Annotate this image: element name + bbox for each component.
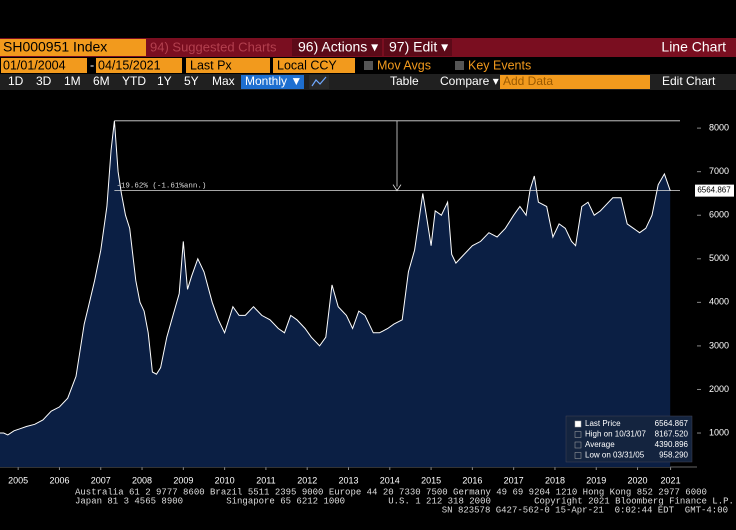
change-annotation: -19.62% (-1.61%ann.) xyxy=(116,183,206,191)
y-tick-label: 3000 xyxy=(709,340,729,350)
range-button[interactable]: 6M xyxy=(93,74,110,88)
y-tick-label: 8000 xyxy=(709,122,729,132)
end-date[interactable]: 04/15/2021 xyxy=(98,58,161,72)
x-tick-label: 2011 xyxy=(256,475,275,485)
view-name: Line Chart xyxy=(661,39,726,55)
ticker[interactable]: SH000951 Index xyxy=(3,39,107,55)
start-date[interactable]: 01/01/2004 xyxy=(3,58,66,72)
stats-value: 8167.520 xyxy=(655,430,689,439)
y-tick-label: 5000 xyxy=(709,253,729,263)
date-sep: - xyxy=(90,58,94,72)
x-tick-label: 2008 xyxy=(132,475,152,485)
last-price-tag-label: 6564.867 xyxy=(697,186,731,195)
x-tick-label: 2014 xyxy=(380,475,400,485)
stats-label: High on 10/31/07 xyxy=(585,430,646,439)
last-price-tag xyxy=(695,184,734,197)
y-tick-label: 7000 xyxy=(709,166,729,176)
suggested-charts[interactable]: 94) Suggested Charts xyxy=(150,39,277,54)
start-date-box[interactable] xyxy=(1,58,87,73)
y-tick-label: 1000 xyxy=(709,427,729,437)
y-tick-label: 2000 xyxy=(709,384,729,394)
x-tick-label: 2021 xyxy=(661,475,681,485)
ticker-box[interactable] xyxy=(0,39,146,56)
actions-button[interactable] xyxy=(292,39,382,56)
edit-chart[interactable]: Edit Chart xyxy=(662,74,716,88)
field[interactable]: Last Px xyxy=(190,58,232,72)
table-button[interactable]: Table xyxy=(390,74,419,88)
add-data-box[interactable] xyxy=(500,75,650,89)
x-tick-label: 2020 xyxy=(628,475,648,485)
stats-label: Last Price xyxy=(585,419,621,428)
stats-label: Average xyxy=(585,440,615,449)
currency[interactable]: Local CCY xyxy=(277,58,337,72)
key-events[interactable]: Key Events xyxy=(468,58,531,72)
x-tick-label: 2010 xyxy=(215,475,235,485)
stats-marker xyxy=(574,452,582,459)
x-tick-label: 2019 xyxy=(586,475,606,485)
compare-button[interactable]: Compare ▾ xyxy=(440,74,499,88)
range-button[interactable]: 1D xyxy=(8,74,24,88)
stats-box xyxy=(565,415,693,463)
x-tick-label: 2005 xyxy=(8,475,28,485)
add-data[interactable]: Add Data xyxy=(503,74,553,88)
change-arrowhead xyxy=(392,184,402,192)
range-button[interactable]: Max xyxy=(212,74,235,88)
stats-marker xyxy=(574,420,582,428)
x-tick-label: 2009 xyxy=(173,475,193,485)
stats-value: 6564.867 xyxy=(655,419,689,428)
footer-line: Japan 81 3 4565 8900 Singapore 65 6212 1… xyxy=(75,496,734,506)
field-box[interactable] xyxy=(186,58,270,73)
range-button[interactable]: 5Y xyxy=(184,74,199,88)
x-tick-label: 2006 xyxy=(49,475,69,485)
x-tick-label: 2016 xyxy=(462,475,482,485)
currency-box[interactable] xyxy=(273,58,355,73)
stats-label: Low on 03/31/05 xyxy=(585,451,645,460)
stats-marker xyxy=(574,431,582,438)
x-tick-label: 2007 xyxy=(91,475,111,485)
mov-avgs[interactable]: Mov Avgs xyxy=(377,58,431,72)
period-box[interactable] xyxy=(241,75,304,89)
range-button[interactable]: YTD xyxy=(122,74,146,88)
x-tick-label: 2017 xyxy=(504,475,524,485)
range-button[interactable]: 3D xyxy=(36,74,52,88)
edit[interactable]: 97) Edit ▾ xyxy=(389,39,448,55)
stats-marker xyxy=(574,441,582,449)
period[interactable]: Monthly ▼ xyxy=(245,74,302,88)
x-tick-label: 2012 xyxy=(297,475,317,485)
key-events-check[interactable] xyxy=(455,61,464,70)
mov-avgs-check[interactable] xyxy=(364,61,373,70)
edit-button[interactable] xyxy=(384,39,452,56)
y-tick-label: 4000 xyxy=(709,297,729,307)
end-date-box[interactable] xyxy=(96,58,182,73)
x-tick-label: 2015 xyxy=(421,475,441,485)
x-tick-label: 2018 xyxy=(545,475,565,485)
area-fill xyxy=(0,120,671,468)
stats-value: 958.290 xyxy=(659,451,688,460)
range-button[interactable]: 1Y xyxy=(157,74,172,88)
footer-line: Australia 61 2 9777 8600 Brazil 5511 239… xyxy=(75,487,707,497)
y-tick-label: 6000 xyxy=(709,210,729,220)
actions[interactable]: 96) Actions ▾ xyxy=(298,39,378,55)
range-button[interactable]: 1M xyxy=(64,74,81,88)
footer-line: SN 823578 G427-562-0 15-Apr-21 0:02:44 E… xyxy=(442,505,728,515)
stats-value: 4390.896 xyxy=(655,440,689,449)
x-tick-label: 2013 xyxy=(338,475,358,485)
line-icon-glyph xyxy=(311,76,327,87)
